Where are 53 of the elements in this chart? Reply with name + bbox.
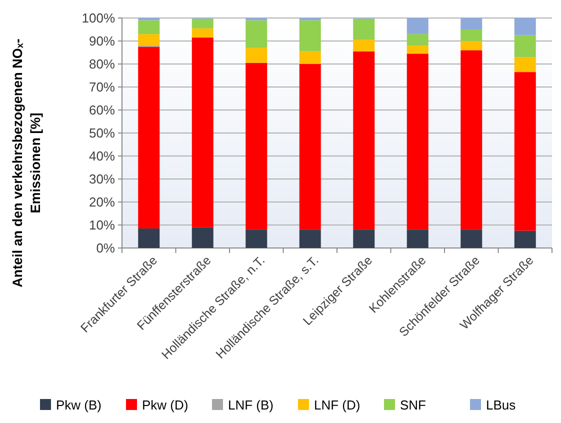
bar [406, 46, 428, 54]
legend-label: SNF [400, 398, 426, 413]
bar [514, 35, 536, 58]
bar [299, 230, 321, 248]
bar [192, 38, 214, 228]
bar [138, 228, 160, 248]
y-tick-label: 30% [88, 172, 116, 187]
legend-label: LNF (B) [228, 398, 274, 413]
y-tick-label: 70% [88, 80, 116, 95]
bar [299, 51, 321, 64]
bar [246, 20, 268, 48]
bar [514, 57, 536, 72]
bar [246, 48, 268, 63]
bar [353, 230, 375, 248]
legend-label: LBus [486, 398, 516, 413]
y-tick-label: 80% [88, 56, 116, 72]
bar [406, 34, 428, 46]
bar [353, 40, 375, 52]
bar [138, 34, 160, 46]
bar [406, 230, 428, 248]
bar [406, 54, 428, 230]
bar [514, 230, 536, 248]
legend-label: Pkw (D) [142, 398, 188, 413]
legend-label: Pkw (B) [56, 398, 102, 413]
bar [514, 18, 536, 36]
y-tick-label: 20% [88, 194, 116, 210]
y-tick-label: 10% [88, 218, 116, 233]
bar [460, 41, 482, 50]
bar [192, 227, 214, 248]
y-tick-label: 60% [88, 102, 116, 118]
bar [460, 230, 482, 248]
bar [460, 50, 482, 230]
bar [460, 18, 482, 30]
y-tick-label: 40% [88, 148, 116, 164]
y-tick-label: 50% [88, 126, 116, 141]
y-tick-label: 0% [96, 240, 116, 256]
bar [246, 62, 268, 230]
bar [460, 30, 482, 41]
bar [192, 18, 214, 28]
bar [138, 20, 160, 34]
bar [514, 72, 536, 231]
y-axis-title: Anteil an den verkehrsbezogenen NOₓ-Emissionen [%] [10, 38, 43, 288]
bar [192, 28, 214, 38]
bar [138, 46, 160, 228]
bar [246, 230, 268, 248]
bar [299, 20, 321, 52]
legend-label: LNF (D) [314, 398, 360, 413]
bar [353, 18, 375, 40]
bar [353, 51, 375, 230]
y-tick-label: 100% [82, 10, 116, 26]
bar [299, 64, 321, 230]
bar [406, 18, 428, 34]
y-tick-label: 90% [88, 34, 116, 49]
